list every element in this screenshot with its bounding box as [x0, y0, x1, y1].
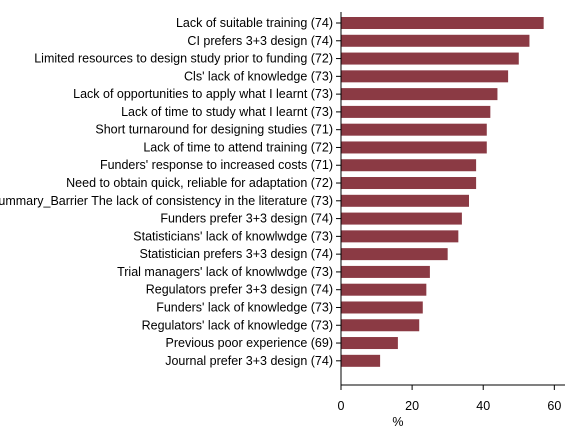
bar: [341, 212, 462, 225]
bar: [341, 177, 477, 190]
category-label: Short turnaround for designing studies (…: [95, 123, 333, 137]
bar: [341, 141, 487, 154]
bar: [341, 301, 423, 314]
bar: [341, 248, 448, 261]
category-label: Lack of suitable training (74): [176, 16, 333, 30]
category-label: Lack of opportunities to apply what I le…: [73, 87, 333, 101]
x-tick-label: 60: [547, 399, 561, 413]
bar: [341, 283, 427, 296]
bar: [341, 354, 381, 367]
bar: [341, 265, 430, 278]
bar: [341, 230, 459, 243]
x-tick-label: 0: [338, 399, 345, 413]
category-label: Cls' lack of knowledge (73): [184, 69, 333, 83]
x-tick-label: 40: [476, 399, 490, 413]
category-label: Statisticians' lack of knowlwdge (73): [133, 229, 333, 243]
category-label: Lack of time to attend training (72): [143, 140, 333, 154]
bar: [341, 34, 530, 47]
category-label: Statistician prefers 3+3 design (74): [139, 247, 333, 261]
bar: [341, 17, 544, 29]
category-label: Lack of time to study what I learnt (73): [121, 105, 333, 119]
category-label: Trial managers' lack of knowlwdge (73): [117, 265, 333, 279]
bar: [341, 337, 398, 350]
bar: [341, 52, 519, 65]
category-label: Regulators prefer 3+3 design (74): [146, 283, 333, 297]
bar: [341, 70, 509, 83]
category-label: Funders prefer 3+3 design (74): [160, 212, 333, 226]
bar: [341, 194, 469, 207]
bar: [341, 88, 498, 101]
category-label: Funders' lack of knowledge (73): [156, 300, 333, 314]
category-label: Journal prefer 3+3 design (74): [165, 354, 333, 368]
bar: [341, 105, 491, 118]
category-labels: Lack of suitable training (74) CI prefers…: [0, 16, 341, 368]
category-label: Previous poor experience (69): [166, 336, 333, 350]
x-tick-label: 20: [405, 399, 419, 413]
category-label: Limited resources to design study prior …: [34, 52, 333, 66]
category-label: Summary_Barrier The lack of consistency …: [0, 194, 333, 208]
category-label: Funders' response to increased costs (71…: [100, 158, 333, 172]
bar: [341, 123, 487, 136]
x-axis-ticks: 0 20 40 60: [338, 385, 561, 413]
category-label: CI prefers 3+3 design (74): [187, 34, 333, 48]
x-axis-title: %: [392, 415, 403, 429]
bar: [341, 159, 477, 172]
bar: [341, 319, 420, 332]
category-label: Regulators' lack of knowledge (73): [142, 318, 333, 332]
bars: [341, 17, 544, 367]
category-label: Need to obtain quick, reliable for adapt…: [66, 176, 333, 190]
